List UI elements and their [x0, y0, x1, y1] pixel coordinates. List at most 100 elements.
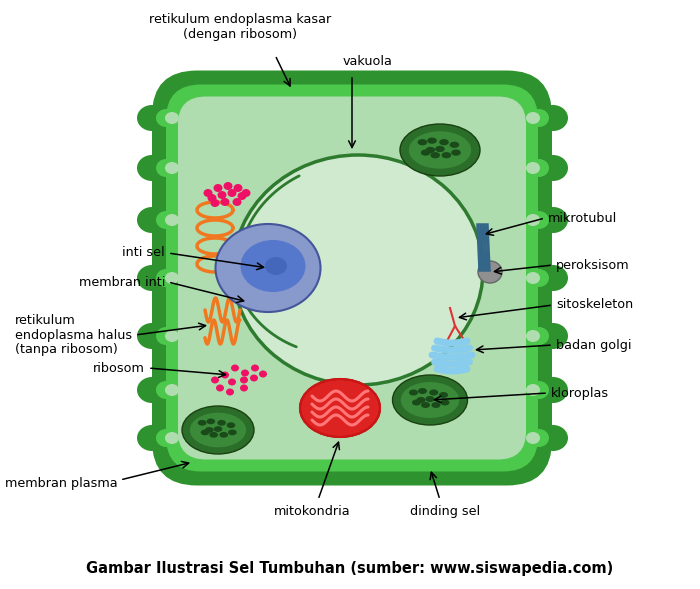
Text: inti sel: inti sel [122, 247, 165, 260]
Ellipse shape [538, 105, 568, 131]
Ellipse shape [529, 159, 549, 177]
Ellipse shape [421, 402, 430, 408]
Ellipse shape [478, 261, 502, 283]
Ellipse shape [439, 139, 449, 145]
Ellipse shape [526, 162, 540, 174]
Ellipse shape [137, 105, 167, 131]
Ellipse shape [219, 432, 228, 438]
Ellipse shape [449, 142, 459, 148]
Ellipse shape [156, 269, 176, 287]
Ellipse shape [442, 152, 452, 158]
Ellipse shape [400, 124, 480, 176]
Ellipse shape [204, 189, 213, 197]
Text: dinding sel: dinding sel [410, 505, 480, 518]
Ellipse shape [430, 152, 440, 158]
Ellipse shape [211, 376, 219, 383]
Ellipse shape [440, 399, 449, 405]
Ellipse shape [234, 184, 242, 192]
Ellipse shape [216, 385, 224, 392]
Ellipse shape [156, 327, 176, 345]
Ellipse shape [228, 189, 237, 197]
Ellipse shape [526, 272, 540, 284]
Ellipse shape [241, 369, 249, 376]
Ellipse shape [251, 365, 259, 372]
Ellipse shape [538, 265, 568, 291]
Ellipse shape [240, 385, 248, 392]
Text: mitokondria: mitokondria [274, 505, 350, 518]
Ellipse shape [165, 214, 179, 226]
Ellipse shape [165, 112, 179, 124]
Ellipse shape [538, 155, 568, 181]
Ellipse shape [529, 211, 549, 229]
Text: retikulum
endoplasma halus
(tanpa ribosom): retikulum endoplasma halus (tanpa riboso… [15, 313, 132, 356]
Ellipse shape [217, 420, 226, 426]
Ellipse shape [300, 379, 380, 437]
Ellipse shape [227, 422, 235, 428]
Text: Gambar Ilustrasi Sel Tumbuhan (sumber: www.siswapedia.com): Gambar Ilustrasi Sel Tumbuhan (sumber: w… [86, 561, 614, 576]
Ellipse shape [526, 432, 540, 444]
Ellipse shape [421, 150, 430, 155]
Ellipse shape [431, 402, 440, 408]
Ellipse shape [216, 224, 321, 312]
Text: ribosom: ribosom [93, 362, 145, 375]
Ellipse shape [137, 377, 167, 403]
Ellipse shape [211, 199, 220, 207]
Ellipse shape [156, 159, 176, 177]
Text: badan golgi: badan golgi [556, 339, 631, 352]
Ellipse shape [228, 429, 237, 435]
Ellipse shape [221, 372, 229, 379]
Ellipse shape [409, 389, 418, 395]
Text: vakuola: vakuola [343, 55, 393, 68]
Ellipse shape [435, 146, 444, 152]
Ellipse shape [214, 426, 223, 432]
Ellipse shape [452, 150, 461, 155]
Ellipse shape [156, 211, 176, 229]
Ellipse shape [206, 418, 215, 424]
Ellipse shape [207, 194, 216, 202]
Ellipse shape [165, 162, 179, 174]
Ellipse shape [529, 269, 549, 287]
Text: membran inti: membran inti [78, 276, 165, 289]
Text: mikrotubul: mikrotubul [548, 211, 617, 224]
Ellipse shape [137, 155, 167, 181]
Ellipse shape [137, 323, 167, 349]
Text: peroksisom: peroksisom [556, 259, 629, 272]
Ellipse shape [165, 272, 179, 284]
Ellipse shape [393, 375, 468, 425]
Ellipse shape [526, 384, 540, 396]
Ellipse shape [265, 257, 287, 275]
Ellipse shape [526, 112, 540, 124]
Ellipse shape [233, 155, 483, 385]
Ellipse shape [237, 192, 246, 200]
Ellipse shape [232, 198, 241, 206]
Ellipse shape [250, 375, 258, 382]
Ellipse shape [240, 376, 248, 383]
Ellipse shape [226, 389, 234, 395]
Ellipse shape [538, 207, 568, 233]
Ellipse shape [241, 240, 305, 292]
Ellipse shape [165, 432, 179, 444]
Text: kloroplas: kloroplas [551, 386, 609, 399]
Ellipse shape [538, 323, 568, 349]
Ellipse shape [529, 429, 549, 447]
Ellipse shape [137, 425, 167, 451]
Ellipse shape [418, 388, 427, 394]
Ellipse shape [538, 377, 568, 403]
Ellipse shape [228, 379, 236, 385]
FancyBboxPatch shape [178, 97, 526, 459]
Ellipse shape [418, 139, 427, 145]
Ellipse shape [538, 425, 568, 451]
Ellipse shape [198, 420, 206, 426]
Ellipse shape [427, 137, 437, 144]
Ellipse shape [220, 198, 230, 206]
Ellipse shape [241, 189, 251, 197]
Ellipse shape [526, 214, 540, 226]
Ellipse shape [165, 330, 179, 342]
Ellipse shape [529, 109, 549, 127]
Ellipse shape [223, 182, 232, 190]
Ellipse shape [426, 396, 435, 402]
Ellipse shape [429, 389, 438, 395]
FancyBboxPatch shape [152, 71, 552, 485]
Ellipse shape [400, 382, 459, 418]
Ellipse shape [137, 207, 167, 233]
